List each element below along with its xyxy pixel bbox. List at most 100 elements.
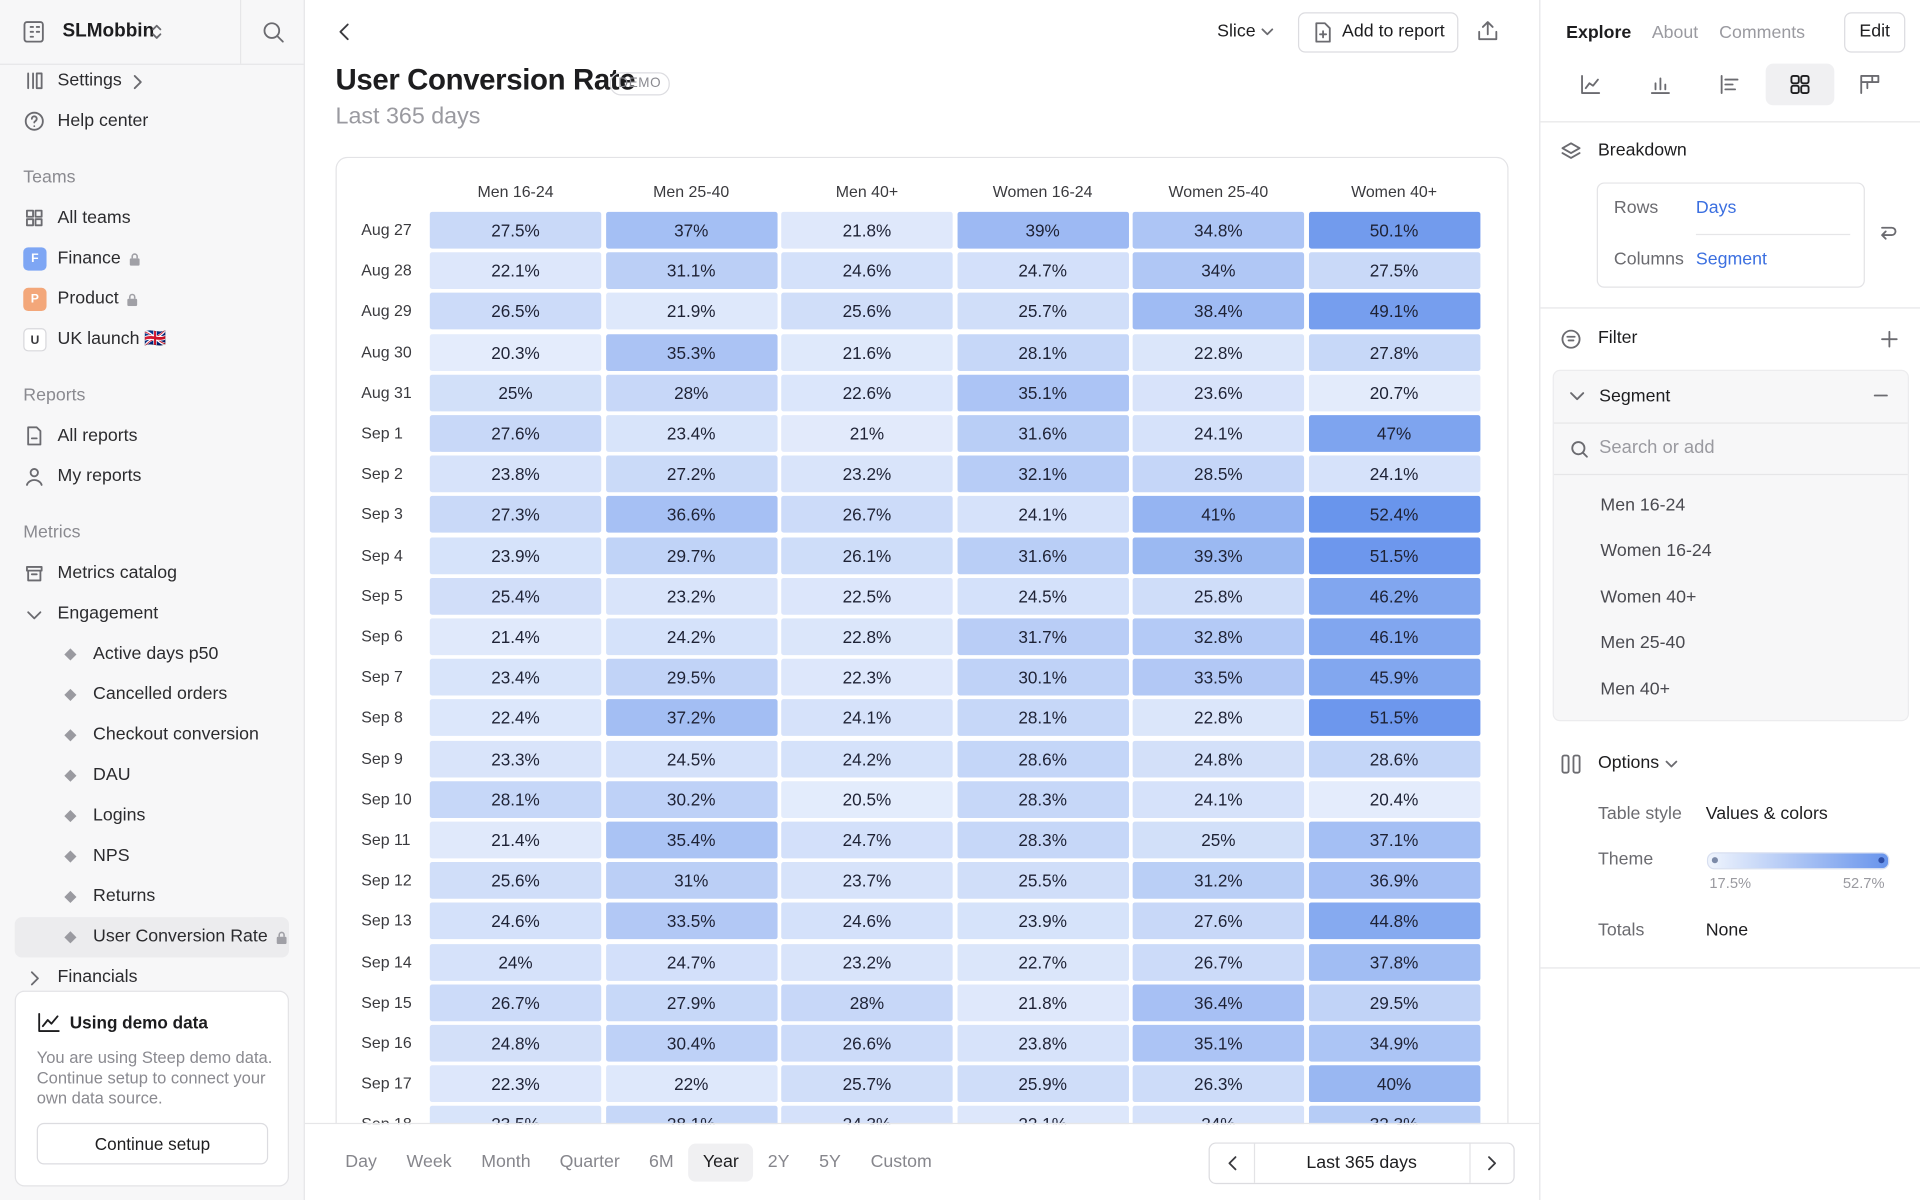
nav-item[interactable]: Financials xyxy=(15,958,289,998)
table-cell: 37% xyxy=(605,211,777,249)
nav-item[interactable]: NPS xyxy=(15,836,289,876)
table-cell: 25.6% xyxy=(781,293,953,330)
period-button[interactable]: Day xyxy=(345,1152,377,1172)
table-cell: 20.3% xyxy=(429,333,602,371)
nav-label: Metrics catalog xyxy=(57,563,177,583)
back-button[interactable] xyxy=(336,22,356,42)
table-view[interactable] xyxy=(1789,73,1811,95)
next-button[interactable] xyxy=(1483,1155,1500,1172)
nav-item[interactable]: Product P xyxy=(15,279,289,319)
period-button[interactable]: 2Y xyxy=(767,1152,790,1172)
table-cell: 23.9% xyxy=(956,902,1129,940)
table-cell: 36.4% xyxy=(1132,984,1305,1021)
nav-item[interactable]: Logins xyxy=(15,796,289,836)
period-button[interactable]: Custom xyxy=(870,1152,932,1172)
table-cell: 25% xyxy=(429,374,602,412)
period-button[interactable]: 6M xyxy=(648,1152,674,1172)
bar-view[interactable] xyxy=(1649,73,1671,95)
nav-item[interactable]: All reports xyxy=(15,416,289,456)
nav-item[interactable]: Settings xyxy=(15,61,289,101)
table-cell: 23.4% xyxy=(605,415,777,452)
horizontal-bar-view[interactable] xyxy=(1719,73,1741,95)
add-icon xyxy=(1315,22,1331,43)
segment-option[interactable]: Men 16-24 xyxy=(1600,495,1686,516)
slice-button[interactable]: Slice xyxy=(1217,22,1256,42)
segment-option[interactable]: Women 40+ xyxy=(1600,587,1697,608)
nav-item[interactable]: Returns xyxy=(15,877,289,917)
nav-item[interactable]: Checkout conversion xyxy=(15,715,289,755)
table-cell: 22.7% xyxy=(956,943,1129,981)
nav-item[interactable]: DAU xyxy=(15,756,289,796)
nav-item[interactable]: Help center xyxy=(15,102,289,142)
table-cell: 22.3% xyxy=(429,1065,602,1103)
divider xyxy=(1695,233,1851,236)
table-cell: 20.4% xyxy=(1308,780,1480,818)
nav-item[interactable]: Engagement xyxy=(15,594,289,634)
period-button[interactable]: 5Y xyxy=(819,1152,841,1172)
table-cell: 25.4% xyxy=(429,577,602,615)
prev-button[interactable] xyxy=(1224,1155,1241,1172)
panel-tab[interactable]: About xyxy=(1651,23,1699,43)
table-cell: 30.4% xyxy=(605,1024,777,1062)
theme-handle[interactable] xyxy=(1878,857,1885,864)
options-icon xyxy=(1561,754,1581,774)
nav-icon xyxy=(27,72,43,90)
nav-label: My reports xyxy=(57,466,142,487)
period-button[interactable]: Month xyxy=(481,1152,531,1172)
table-style-value[interactable]: Values & colors xyxy=(1705,804,1828,825)
divider xyxy=(1253,1143,1256,1183)
theme-handle[interactable] xyxy=(1711,857,1718,864)
remove-filter-button[interactable] xyxy=(1872,387,1889,404)
columns-value[interactable]: Segment xyxy=(1695,249,1767,270)
rows-value[interactable]: Days xyxy=(1695,198,1737,218)
nav-item[interactable]: Active days p50 xyxy=(15,634,289,674)
panel-tab[interactable]: Comments xyxy=(1719,23,1806,43)
add-filter-button[interactable] xyxy=(1880,329,1900,349)
collapse-icon[interactable] xyxy=(1569,389,1586,404)
panel-tab[interactable]: Explore xyxy=(1566,23,1632,43)
nav-label: User Conversion Rate xyxy=(93,926,268,947)
add-to-report-button[interactable]: Add to report xyxy=(1297,12,1459,53)
segment-option[interactable]: Men 40+ xyxy=(1600,679,1671,699)
segment-option[interactable]: Men 25-40 xyxy=(1600,633,1686,653)
nav-item[interactable]: Metrics catalog xyxy=(15,553,289,593)
row-label: Aug 27 xyxy=(361,220,412,239)
table-cell: 37.8% xyxy=(1308,943,1480,981)
nav-label: DAU xyxy=(93,765,131,785)
swap-button[interactable] xyxy=(1877,223,1897,245)
table-cell: 37.2% xyxy=(605,699,777,737)
table-cell: 23.7% xyxy=(781,862,953,900)
nav-item[interactable]: My reports xyxy=(15,457,289,497)
table-cell: 23.6% xyxy=(1132,374,1305,412)
options-title[interactable]: Options xyxy=(1597,753,1660,773)
nav-item[interactable]: All teams xyxy=(15,198,289,238)
nav-item[interactable]: Finance F xyxy=(15,239,289,279)
period-button[interactable]: Week xyxy=(406,1152,452,1172)
period-button[interactable]: Quarter xyxy=(559,1152,620,1172)
line-view[interactable] xyxy=(1580,73,1602,95)
table-cell: 22.6% xyxy=(781,374,953,412)
period-button[interactable]: Year xyxy=(688,1143,754,1182)
nav-item[interactable]: Cancelled orders xyxy=(15,675,289,715)
table-cell: 22.4% xyxy=(429,699,602,737)
workspace-name[interactable]: SLMobbin xyxy=(62,20,155,42)
share-button[interactable] xyxy=(1477,20,1499,42)
search-icon xyxy=(1571,441,1588,458)
table-cell: 24.1% xyxy=(1308,455,1480,493)
theme-gradient[interactable] xyxy=(1706,852,1890,870)
table-cell: 24.6% xyxy=(429,902,602,940)
layers-icon xyxy=(1561,142,1581,159)
range-label[interactable]: Last 365 days xyxy=(1306,1153,1417,1174)
section-title: Metrics xyxy=(23,522,81,543)
segment-search[interactable]: Search or add xyxy=(1599,437,1715,458)
search-button[interactable] xyxy=(262,21,286,45)
nav-item[interactable]: UK launch 🇬🇧 U xyxy=(15,320,289,360)
column-header: Women 25-40 xyxy=(1168,182,1269,201)
continue-setup-button[interactable]: Continue setup xyxy=(36,1122,269,1165)
pivot-view[interactable] xyxy=(1859,73,1881,95)
edit-button[interactable]: Edit xyxy=(1844,12,1906,53)
segment-option[interactable]: Women 16-24 xyxy=(1600,541,1712,562)
table-cell: 25.5% xyxy=(956,862,1129,900)
totals-value[interactable]: None xyxy=(1705,920,1749,941)
nav-item[interactable]: User Conversion Rate xyxy=(14,917,289,958)
